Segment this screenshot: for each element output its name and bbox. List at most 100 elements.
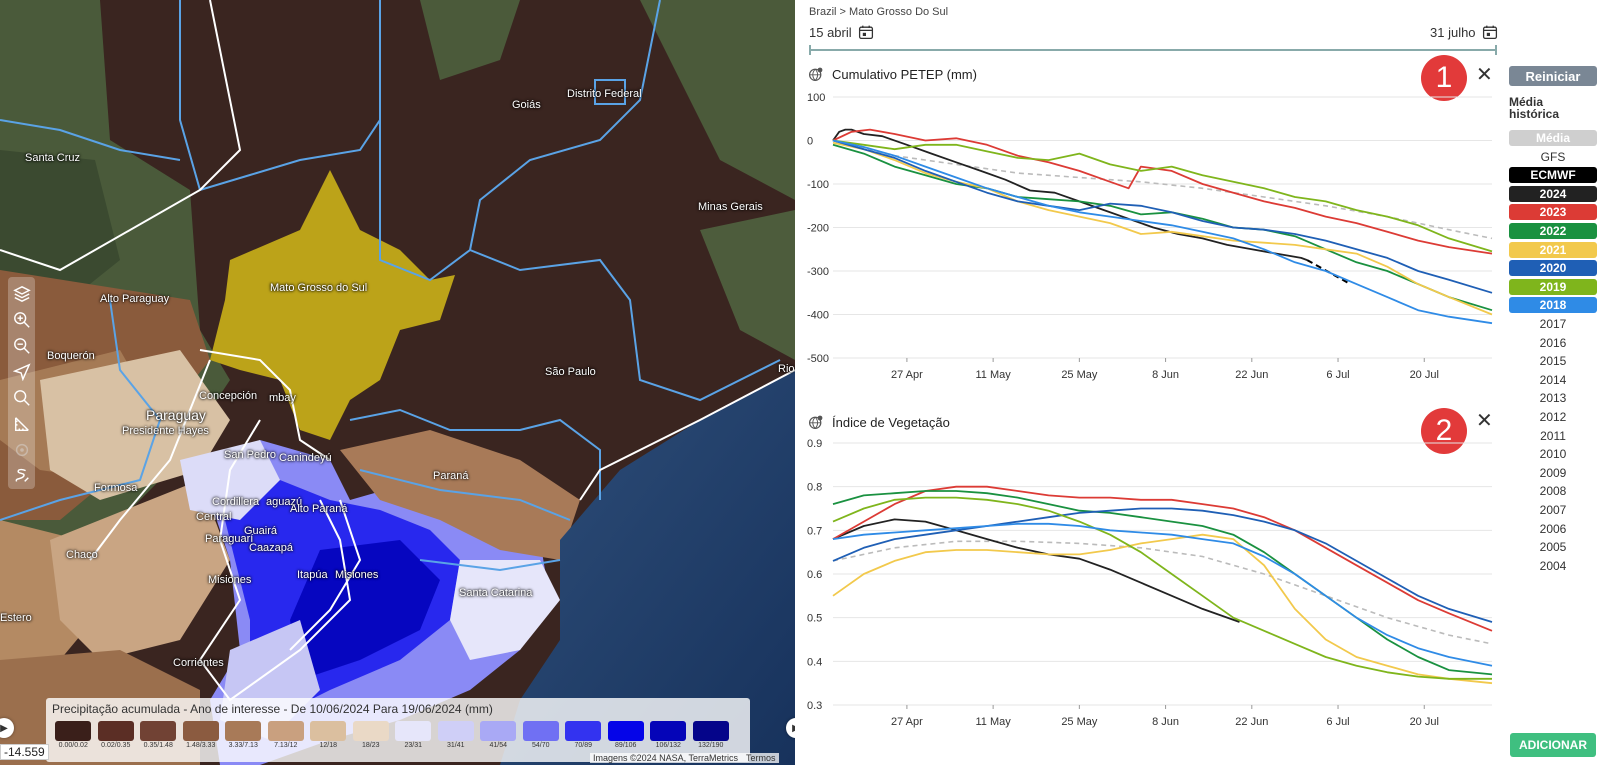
x-tick-label: 25 May: [1061, 716, 1098, 728]
search-button[interactable]: [11, 387, 33, 409]
series-toggle-média[interactable]: Média: [1509, 130, 1597, 146]
date-range-slider[interactable]: [809, 45, 1497, 55]
legend-swatch: [140, 721, 177, 741]
series-line-2019[interactable]: [832, 496, 1492, 680]
calendar-icon: [858, 25, 873, 40]
draw-button[interactable]: [11, 465, 33, 487]
chart-title: Cumulativo PETEP (mm): [832, 66, 977, 82]
series-toggle-2012[interactable]: 2012: [1539, 410, 1567, 424]
series-line-2023[interactable]: [832, 128, 1493, 255]
reset-button[interactable]: Reiniciar: [1509, 66, 1597, 86]
series-toggle-2023[interactable]: 2023: [1509, 204, 1597, 221]
precipitation-legend: Precipitação acumulada - Ano de interess…: [46, 698, 750, 762]
series-toggle-2021[interactable]: 2021: [1509, 241, 1597, 258]
globe-pin-icon: [809, 67, 823, 82]
series-toggle-2020[interactable]: 2020: [1509, 260, 1597, 277]
legend-swatch: [182, 721, 219, 741]
vegetation-line-chart[interactable]: 0.9 0.8 0.7 0.6 0.5 0.4 0.3 27 Apr 11 May 25 May 8…: [796, 414, 1496, 759]
close-chart-button[interactable]: ✕: [1476, 62, 1493, 87]
series-toggle-ecmwf[interactable]: ECMWF: [1509, 167, 1597, 184]
legend-item: 0.35/1.48: [137, 721, 180, 749]
ruler-angle-icon: [14, 417, 29, 432]
legend-swatch-label: 54/70: [531, 742, 550, 749]
series-toggle-2013[interactable]: 2013: [1539, 391, 1567, 406]
legend-swatch: [267, 721, 304, 741]
series-line-2022[interactable]: [832, 490, 1493, 676]
series-toggle-2007[interactable]: 2007: [1539, 503, 1567, 517]
terms-link[interactable]: Termos: [746, 753, 776, 763]
legend-swatch: [607, 721, 644, 741]
series-toggle-2006[interactable]: 2006: [1539, 521, 1567, 536]
map-view[interactable]: Goiás Distrito Federal Santa Cruz Minas …: [0, 0, 795, 765]
chart-header: Índice de Vegetação: [808, 414, 950, 430]
series-line-2020[interactable]: [832, 139, 1493, 294]
petep-line-chart[interactable]: 100 0 -100 -200 -300 -400 -500 27 Apr 11 May 25 M…: [796, 60, 1496, 400]
legend-item: 18/23: [350, 721, 393, 749]
zoom-out-button[interactable]: [11, 335, 33, 357]
series-toggle-2018[interactable]: 2018: [1509, 297, 1597, 314]
series-toggle-2009[interactable]: 2009: [1539, 465, 1567, 480]
series-toggle-2017[interactable]: 2017: [1539, 317, 1567, 331]
x-tick-label: 20 Jul: [1410, 716, 1439, 728]
series-line-média[interactable]: [832, 540, 1493, 645]
close-icon: ✕: [1476, 410, 1493, 432]
chart-card-petep: Cumulativo PETEP (mm) 1 ✕ 100 0 -100 -200 -3…: [796, 55, 1496, 400]
series-line-2018[interactable]: [832, 522, 1493, 667]
series-toggle-2015[interactable]: 2015: [1539, 354, 1567, 369]
chart-card-vegetation: Índice de Vegetação 2 ✕ 0.9 0.8 0.7 0.6 0.5 0…: [796, 408, 1496, 759]
series-line-2018[interactable]: [832, 139, 1493, 325]
series-toggle-2005[interactable]: 2005: [1539, 540, 1567, 555]
legend-swatch: [395, 721, 432, 741]
legend-swatch-label: 41/54: [489, 742, 508, 749]
crosshair-icon: [15, 443, 28, 457]
series-toggle-2024[interactable]: 2024: [1509, 185, 1597, 202]
end-date-picker[interactable]: 31 julho: [1430, 24, 1498, 40]
target-button[interactable]: [11, 439, 33, 461]
chevron-right-icon: ▶: [0, 722, 8, 734]
breadcrumb[interactable]: Brazil > Mato Grosso Do Sul: [809, 6, 949, 18]
y-tick-label: -400: [807, 310, 829, 322]
series-toggle-2019[interactable]: 2019: [1509, 278, 1597, 295]
map-canvas[interactable]: [0, 0, 795, 765]
series-line-2023[interactable]: [832, 485, 1493, 632]
series-line-2021[interactable]: [832, 533, 1493, 685]
close-chart-button[interactable]: ✕: [1476, 408, 1493, 433]
analysis-panel: Brazil > Mato Grosso Do Sul 15 abril 31 …: [796, 0, 1600, 765]
add-button[interactable]: ADICIONAR: [1510, 733, 1596, 757]
zoom-in-button[interactable]: [11, 309, 33, 331]
series-line-2019[interactable]: [832, 139, 1493, 253]
legend-item: 31/41: [435, 721, 478, 749]
series-toggle-2016[interactable]: 2016: [1539, 335, 1567, 350]
series-line-2020[interactable]: [832, 507, 1493, 623]
legend-swatch-label: 7.13/12: [274, 742, 298, 749]
y-tick-label: 0.9: [807, 438, 822, 450]
locate-button[interactable]: [11, 361, 33, 383]
series-line-2022[interactable]: [832, 143, 1493, 312]
x-tick-label: 27 Apr: [891, 716, 923, 728]
series-toggle-2010[interactable]: 2010: [1539, 447, 1567, 462]
legend-swatch: [522, 721, 559, 741]
y-tick-label: 0.4: [807, 656, 822, 668]
legend-swatch-label: 0.02/0.35: [101, 742, 131, 749]
series-toggle-2011[interactable]: 2011: [1540, 428, 1566, 443]
series-line-2024[interactable]: [832, 518, 1240, 623]
series-toggle-2014[interactable]: 2014: [1539, 372, 1567, 387]
collapse-panel-button[interactable]: ▶: [786, 718, 795, 738]
expand-left-button[interactable]: ▶: [0, 718, 14, 738]
series-toggle-2008[interactable]: 2008: [1539, 484, 1567, 499]
annotation-badge: 2: [1421, 408, 1467, 454]
map-toolbar: [8, 277, 35, 489]
series-line-2024[interactable]: [832, 128, 1308, 261]
legend-swatch-label: 0.35/1.48: [143, 742, 173, 749]
layers-button[interactable]: [11, 283, 33, 305]
series-toggle-gfs[interactable]: GFS: [1540, 149, 1566, 164]
x-tick-label: 6 Jul: [1326, 716, 1349, 728]
measure-button[interactable]: [11, 413, 33, 435]
series-toggle-2022[interactable]: 2022: [1509, 223, 1597, 239]
legend-item: 3.33/7.13: [222, 721, 265, 749]
start-date-picker[interactable]: 15 abril: [809, 24, 874, 40]
series-toggle-2004[interactable]: 2004: [1539, 558, 1567, 573]
hist-title-line1: Média: [1509, 95, 1544, 109]
series-line-2021[interactable]: [832, 141, 1493, 316]
